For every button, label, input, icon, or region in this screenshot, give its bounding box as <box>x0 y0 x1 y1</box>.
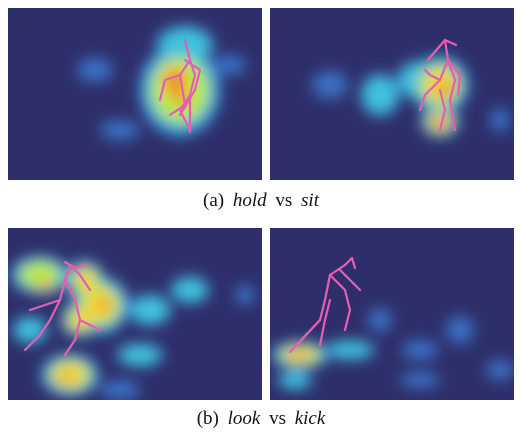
heat-blob <box>442 87 448 93</box>
figure: (a) hold vs sit (b) look vs kick <box>0 0 522 432</box>
heat-blob <box>15 318 45 342</box>
heat-blob <box>486 360 514 380</box>
heat-blob <box>102 302 108 308</box>
heat-blob <box>62 376 68 380</box>
heat-blob <box>446 316 474 344</box>
caption-label: (a) <box>203 190 224 211</box>
caption-verb: kick <box>295 408 326 429</box>
heat-blob <box>295 355 301 358</box>
heatmap-panel <box>8 228 262 400</box>
heat-blob <box>402 340 438 360</box>
heatmap-panel <box>270 228 514 400</box>
heat-blob <box>328 342 372 359</box>
caption-verb: hold <box>233 190 267 211</box>
heatmap-panel <box>270 8 514 180</box>
heat-blob <box>280 372 310 389</box>
heat-blob <box>100 380 140 400</box>
heatmap-panel <box>8 8 262 180</box>
heat-blob <box>490 108 510 132</box>
caption-b: (b) look vs kick <box>197 408 326 429</box>
caption-verb: look <box>228 408 261 429</box>
heatmap-background <box>8 8 262 180</box>
caption-verb: sit <box>301 190 320 211</box>
heat-blob <box>120 345 160 365</box>
caption-label: (b) <box>197 408 219 429</box>
heat-blob <box>400 372 440 388</box>
caption-sep: vs <box>275 190 292 211</box>
heat-blob <box>173 278 207 302</box>
heat-blob <box>235 285 255 305</box>
heat-blob <box>368 308 392 332</box>
heat-blob <box>42 283 48 287</box>
heat-blob <box>363 77 397 114</box>
heat-blob <box>77 58 113 82</box>
heat-blob <box>132 297 169 324</box>
heat-blob <box>312 71 348 99</box>
heat-blob <box>100 120 140 140</box>
caption-a: (a) hold vs sit <box>203 190 320 211</box>
caption-sep: vs <box>269 408 286 429</box>
